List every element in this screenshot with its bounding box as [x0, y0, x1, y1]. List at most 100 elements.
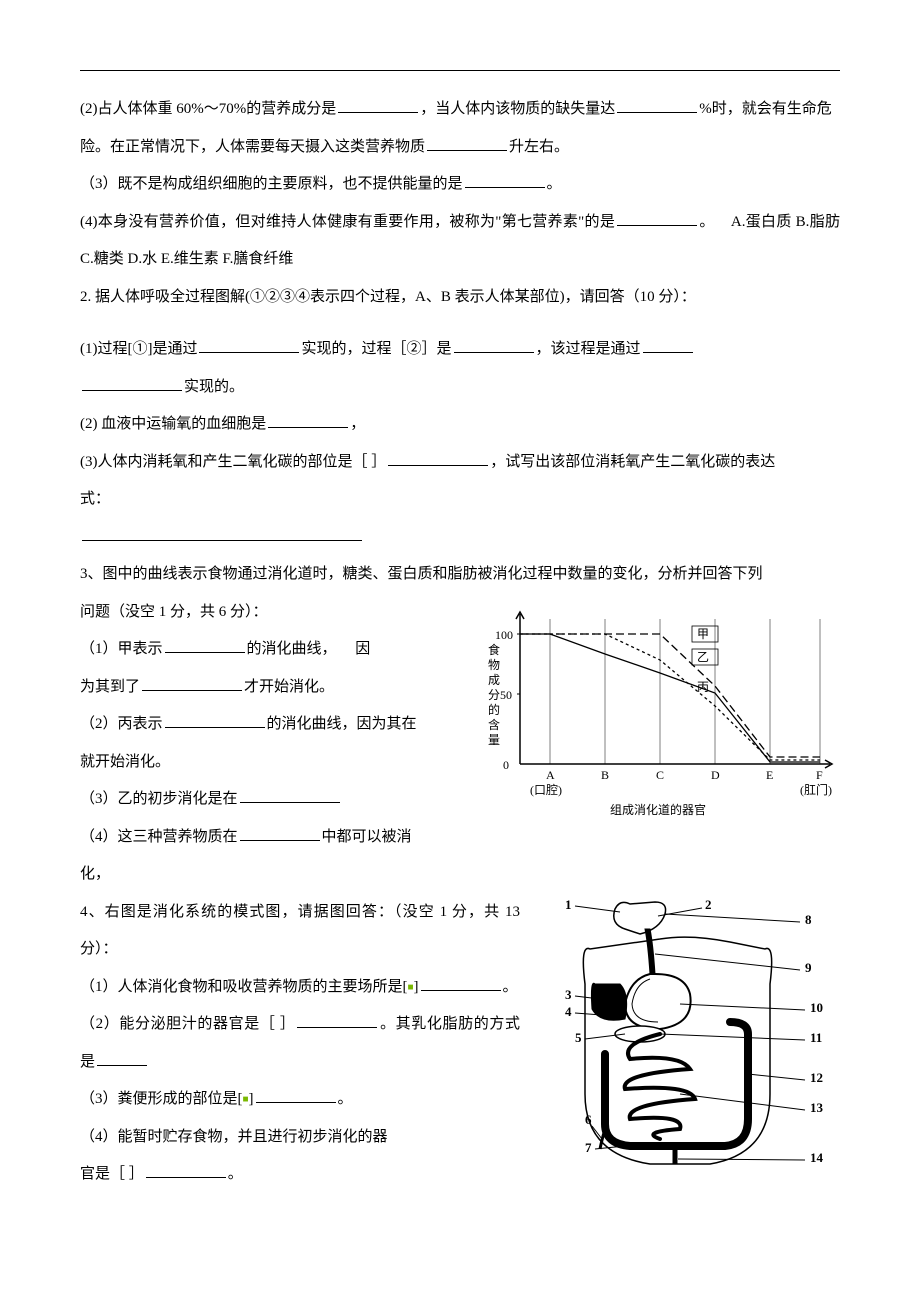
xtick-b: B: [601, 768, 609, 782]
label-11: 11: [810, 1030, 822, 1045]
q1-p4b-text: 。: [699, 214, 715, 230]
blank: [297, 1010, 377, 1028]
q3-part1: （1）甲表示的消化曲线， 因: [80, 631, 450, 669]
blank: [454, 335, 534, 353]
q4-p3c-text: 。: [338, 1091, 353, 1107]
xtick-f: F: [816, 768, 823, 782]
label-4: 4: [565, 1004, 572, 1019]
blank: [146, 1160, 226, 1178]
q4-p1c-text: 。: [503, 979, 518, 995]
blank: [256, 1085, 336, 1103]
label-1: 1: [565, 897, 572, 912]
q4-part1: （1）人体消化食物和吸收营养物质的主要场所是[■]。: [80, 969, 520, 1007]
label-8: 8: [805, 912, 812, 927]
blank: [82, 373, 182, 391]
chart-ylabel-5: 的: [488, 702, 500, 717]
q1-p3b-text: 。: [547, 176, 562, 192]
q3-p4b-text: 中都可以被消: [322, 829, 412, 845]
q2-part2: (2) 血液中运输氧的血细胞是，: [80, 406, 840, 444]
q2-p1d-text: 实现的。: [184, 379, 244, 395]
header-rule: [80, 70, 840, 71]
ytick-0: 0: [503, 758, 509, 772]
label-bing: 丙: [697, 680, 709, 694]
xtick-a: A: [546, 768, 555, 782]
label-3: 3: [565, 987, 572, 1002]
q3-p2b-text: 的消化曲线，因为其在: [267, 716, 417, 732]
line-1: [575, 906, 620, 912]
q1-part2-cont: 险。在正常情况下，人体需要每天摄入这类营养物质 升左右。: [80, 129, 840, 167]
blank: [142, 673, 242, 691]
chart-ylabel-6: 含: [488, 717, 500, 732]
q3-p3-text: （3）乙的初步消化是在: [80, 791, 238, 807]
q2-p3c-text: 式：: [80, 491, 110, 507]
q2-intro: 2. 据人体呼吸全过程图解(①②③④表示四个过程，A、B 表示人体某部位)，请回…: [80, 279, 840, 317]
q4-p1b-text: ]: [414, 979, 419, 995]
head-outline: [614, 902, 666, 934]
q3-p4-text: （4）这三种营养物质在: [80, 829, 238, 845]
q3-p1b-text: 的消化曲线，: [247, 641, 337, 657]
q4-p4b-text: 官是［ ］: [80, 1166, 144, 1182]
q1-p4-text: (4)本身没有营养价值，但对维持人体健康有重要作用，被称为"第七营养素"的是: [80, 214, 615, 230]
label-6: 6: [585, 1112, 592, 1127]
q1-p2e-text: 升左右。: [509, 139, 569, 155]
label-7: 7: [585, 1140, 592, 1155]
q2-p1-text: (1)过程[①]是通过: [80, 341, 197, 357]
diagram-svg: 1 3 4 5 6 7 2 8 9: [530, 894, 840, 1184]
xsub-anus: (肛门): [800, 782, 832, 797]
label-14: 14: [810, 1150, 824, 1165]
q2-part3: (3)人体内消耗氧和产生二氧化碳的部位是［ ］，试写出该部位消耗氧产生二氧化碳的…: [80, 444, 840, 482]
spacer: [80, 316, 840, 331]
blank: [617, 95, 697, 113]
chart-ylabel-2: 物: [488, 658, 500, 672]
q1-part3: （3）既不是构成组织细胞的主要原料，也不提供能量的是 。: [80, 166, 840, 204]
q3-text-col: 问题（没空 1 分，共 6 分）： （1）甲表示的消化曲线， 因 为其到了才开始…: [80, 594, 460, 857]
q4-part4-cont: 官是［ ］。: [80, 1156, 520, 1194]
blank: [643, 335, 693, 353]
q2-p3-text: (3)人体内消耗氧和产生二氧化碳的部位是［ ］: [80, 454, 386, 470]
q4-text-col: 4、右图是消化系统的模式图，请据图回答：（没空 1 分，共 13 分）： （1）…: [80, 894, 530, 1194]
q4-part4: （4）能暂时贮存食物，并且进行初步消化的器: [80, 1119, 520, 1157]
q1-p2b-text: ，当人体内该物质的缺失量达: [420, 101, 615, 117]
q1-part4: (4)本身没有营养价值，但对维持人体健康有重要作用，被称为"第七营养素"的是。 …: [80, 204, 840, 279]
chart-title: 组成消化道的器官: [610, 802, 706, 817]
q2-part3-cont: 式：: [80, 481, 840, 519]
blank: [97, 1048, 147, 1066]
q1-p2c-text: %时，就会有生命危: [699, 101, 832, 117]
digestion-chart: 食 物 成 分 的 含 量 0 50 100: [470, 594, 840, 824]
q4-p3b-text: ]: [249, 1091, 254, 1107]
q3-p2-text: （2）丙表示: [80, 716, 163, 732]
q1-p2d-text: 险。在正常情况下，人体需要每天摄入这类营养物质: [80, 139, 425, 155]
q2-p1c-text: ，该过程是通过: [536, 341, 641, 357]
label-10: 10: [810, 1000, 823, 1015]
label-5: 5: [575, 1030, 582, 1045]
q3-intro2: 问题（没空 1 分，共 6 分）：: [80, 594, 450, 632]
xtick-d: D: [711, 768, 720, 782]
xsub-oral: (口腔): [530, 782, 562, 797]
blank: [268, 410, 348, 428]
q3-part1-cont: 为其到了才开始消化。: [80, 669, 450, 707]
q3-part3: （3）乙的初步消化是在: [80, 781, 450, 819]
q4-p3-text: （3）粪便形成的部位是[: [80, 1091, 243, 1107]
digestive-system-diagram: 1 3 4 5 6 7 2 8 9: [530, 894, 840, 1184]
q3-block: 问题（没空 1 分，共 6 分）： （1）甲表示的消化曲线， 因 为其到了才开始…: [80, 594, 840, 857]
blank: [199, 335, 299, 353]
chart-ylabel-4: 分: [488, 688, 500, 702]
q4-p1-text: （1）人体消化食物和吸收营养物质的主要场所是[: [80, 979, 408, 995]
q1-p3-text: （3）既不是构成组织细胞的主要原料，也不提供能量的是: [80, 176, 463, 192]
q2-p1b-text: 实现的，过程［②］是: [301, 341, 451, 357]
q4-part2: （2）能分泌胆汁的器官是［ ］。其乳化脂肪的方式是: [80, 1006, 520, 1081]
label-2: 2: [705, 897, 712, 912]
line-yi: [520, 634, 820, 760]
q3-part4-cont: 化，: [80, 856, 840, 894]
q2-part1-cont: 实现的。: [80, 369, 840, 407]
blank: [165, 635, 245, 653]
q3-p1gap-text: 因: [355, 641, 370, 657]
line-8: [665, 914, 800, 922]
ytick-50: 50: [500, 688, 512, 702]
q3-p1c-text: 为其到了: [80, 679, 140, 695]
label-13: 13: [810, 1100, 824, 1115]
line-bing: [520, 634, 820, 762]
line-jia: [520, 634, 820, 757]
q3-part4: （4）这三种营养物质在 中都可以被消: [80, 819, 450, 857]
q1-p2-text: (2)占人体体重 60%～70%的营养成分是: [80, 101, 336, 117]
